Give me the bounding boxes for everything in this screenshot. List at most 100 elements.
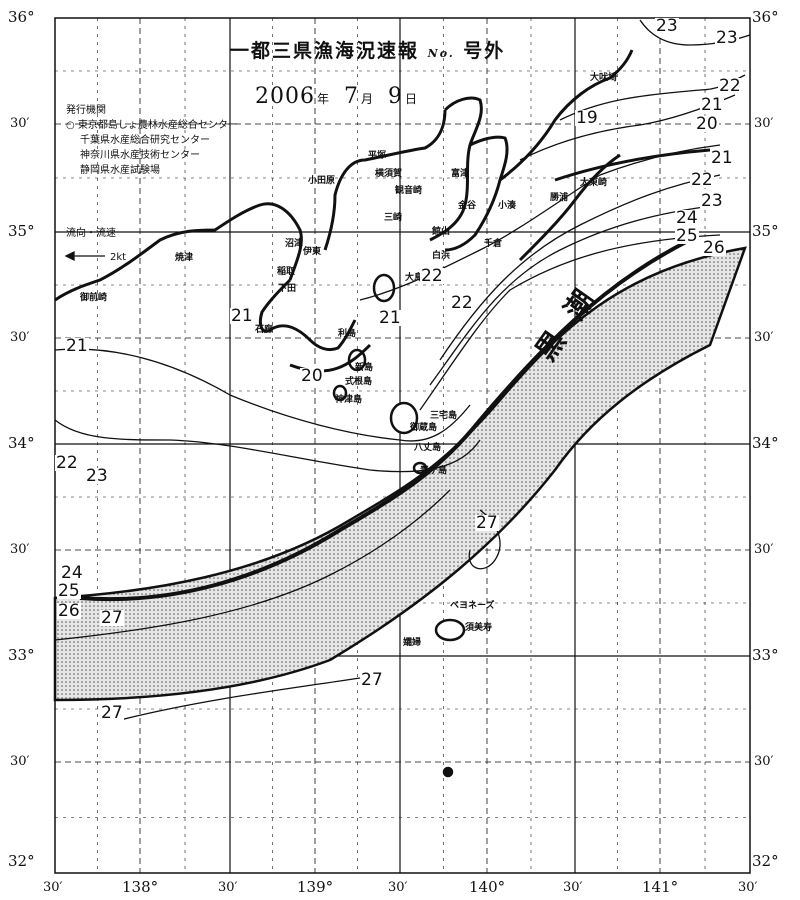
place-label: 青ヶ島	[420, 466, 448, 476]
place-label: 勝浦	[550, 193, 569, 203]
lon-label: 138°	[122, 878, 159, 896]
lat-label: 36°	[8, 8, 35, 26]
place-label: 千倉	[484, 239, 503, 249]
lat-minor-label: 30′	[10, 330, 30, 345]
isotherm-label: 23	[715, 28, 739, 48]
issuer-item: 千葉県水産総合研究センター	[66, 133, 238, 148]
date-year-unit: 年	[317, 92, 331, 106]
isotherm-label: 22	[690, 170, 714, 190]
place-label: 富津	[451, 169, 470, 179]
issuer-item: ○ 東京都島しょ農林水産総合センター	[66, 120, 238, 131]
place-label: 三宅島	[430, 411, 458, 421]
issuer-name: 東京都島しょ農林水産総合センター	[77, 120, 238, 131]
date-day-unit: 日	[405, 92, 419, 106]
place-label: 稲取	[277, 267, 296, 277]
lat-label: 35°	[8, 222, 35, 240]
isotherm-label: 24	[60, 563, 84, 583]
date-year: 2006	[255, 84, 315, 109]
lat-label: 33°	[8, 646, 35, 664]
lat-label: 33°	[752, 646, 779, 664]
place-label: 平塚	[368, 151, 387, 161]
isotherm-label: 20	[695, 114, 719, 134]
lon-label: 141°	[642, 878, 679, 896]
map-title: 一都三県漁海況速報 No. 号外	[230, 36, 505, 63]
isotherm-label: 25	[675, 226, 699, 246]
lat-minor-label: 30′	[754, 542, 774, 557]
lat-label: 35°	[752, 222, 779, 240]
current-legend-speed: 2kt	[110, 252, 127, 263]
issuer-name: 神奈川県水産技術センター	[80, 150, 200, 161]
place-label: 下田	[278, 284, 297, 294]
isotherm-label: 21	[700, 95, 724, 115]
issuer-heading: 発行機関	[66, 105, 106, 116]
lon-label: 140°	[469, 878, 506, 896]
place-label: 焼津	[175, 253, 194, 263]
kuroshio-band	[53, 246, 747, 702]
place-label: 観音崎	[395, 186, 423, 196]
lat-label: 32°	[752, 852, 779, 870]
lon-minor-label: 30′	[43, 880, 63, 895]
place-label: 孀婦	[403, 638, 422, 648]
islands	[332, 273, 466, 778]
lat-label: 34°	[8, 434, 35, 452]
isotherm-label: 25	[57, 581, 81, 601]
lon-minor-label: 30′	[563, 880, 583, 895]
place-label: 伊東	[303, 247, 322, 257]
map-frame	[54, 17, 751, 874]
current-legend-label: 流向・流速	[66, 228, 116, 239]
current-legend-arrow	[64, 250, 105, 262]
isotherm-label: 21	[378, 308, 402, 328]
place-label: ベヨネーズ	[450, 601, 495, 611]
isotherm-label: 27	[360, 670, 384, 690]
issuer-name: 千葉県水産総合研究センター	[80, 135, 210, 146]
date-day: 9	[388, 84, 404, 109]
place-label: 須美寿	[465, 623, 493, 633]
lat-label: 36°	[752, 8, 779, 26]
isotherm-label: 27	[100, 608, 124, 628]
isotherm-label: 22	[718, 76, 742, 96]
place-label: 金谷	[458, 201, 477, 211]
isotherm-label: 20	[300, 366, 324, 386]
place-label: 八丈島	[414, 443, 442, 453]
place-label: 石廊	[255, 325, 274, 335]
kuroshio-axis-line	[79, 238, 691, 602]
place-label: 横須賀	[375, 169, 403, 179]
isotherm-label: 23	[655, 16, 679, 36]
lat-minor-label: 30′	[10, 542, 30, 557]
place-label: 利島	[338, 329, 357, 339]
place-label: 三崎	[384, 213, 403, 223]
date-month-unit: 月	[361, 92, 375, 106]
issuer-item: 静岡県水産試験場	[66, 163, 238, 178]
isotherm-label: 27	[100, 703, 124, 723]
lat-label: 32°	[8, 852, 35, 870]
lon-minor-label: 30′	[738, 880, 758, 895]
isotherm-label: 19	[575, 108, 599, 128]
place-label: 神津島	[335, 395, 363, 405]
place-label: 新島	[355, 363, 374, 373]
lat-label: 34°	[752, 434, 779, 452]
title-text: 一都三県漁海況速報	[230, 40, 420, 62]
lon-minor-label: 30′	[218, 880, 238, 895]
issuer-item: 神奈川県水産技術センター	[66, 148, 238, 163]
issue-type: 号外	[463, 40, 506, 62]
isotherm-label: 27	[475, 513, 499, 533]
lat-minor-label: 30′	[754, 330, 774, 345]
isotherm-label: 26	[57, 601, 81, 621]
isotherm-label: 23	[85, 466, 109, 486]
lat-minor-label: 30′	[10, 754, 30, 769]
isotherm-label: 21	[710, 148, 734, 168]
lat-minor-label: 30′	[754, 116, 774, 131]
place-label: 沼津	[285, 239, 304, 249]
place-label: 御蔵島	[410, 423, 438, 433]
place-label: 小湊	[498, 201, 517, 211]
place-label: 大島	[405, 273, 424, 283]
place-label: 式根島	[345, 377, 373, 387]
isotherm-label: 23	[700, 191, 724, 211]
isotherm-label: 22	[450, 293, 474, 313]
date-month: 7	[344, 84, 360, 109]
lat-minor-label: 30′	[754, 754, 774, 769]
place-label: 小田原	[308, 176, 336, 186]
lon-minor-label: 30′	[388, 880, 408, 895]
